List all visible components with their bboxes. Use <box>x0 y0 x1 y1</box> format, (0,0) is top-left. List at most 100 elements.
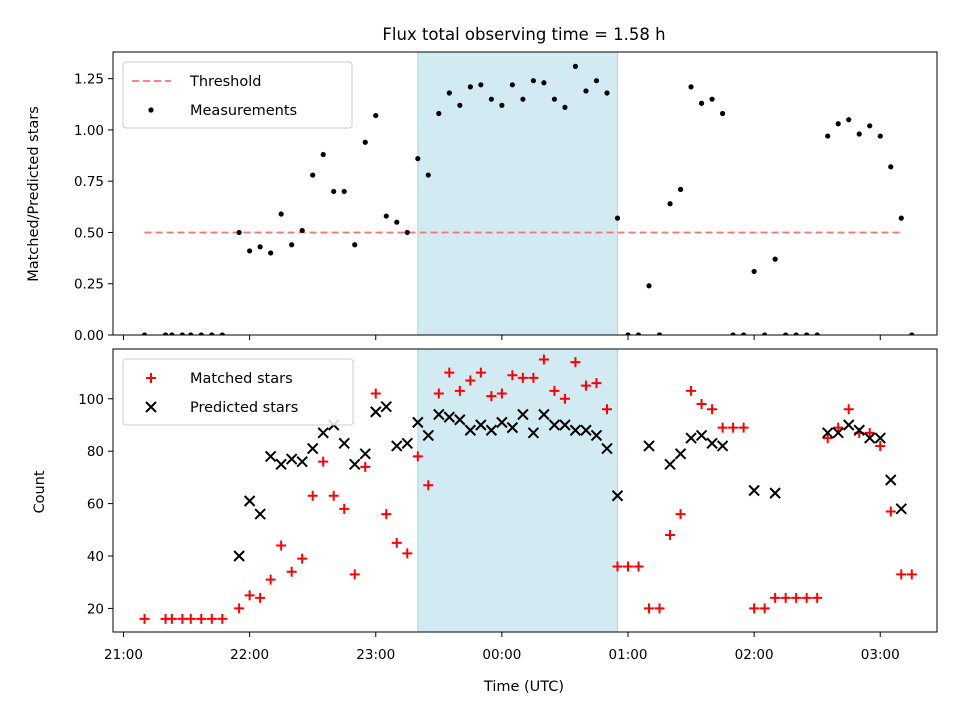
plot-frame <box>112 348 938 633</box>
measurement-point <box>825 133 831 139</box>
predicted-star-point <box>695 429 708 442</box>
predicted-star-point <box>874 432 886 444</box>
matched-star-point <box>812 592 823 603</box>
measurement-point <box>289 242 295 248</box>
predicted-star-point <box>674 448 687 460</box>
measurement-point <box>730 332 736 335</box>
measurement-point <box>362 139 368 145</box>
matched-star-point <box>286 566 297 577</box>
matched-star-point <box>843 404 854 415</box>
x-tick-label: 01:00 <box>609 647 648 663</box>
measurement-point <box>783 332 789 335</box>
matched-star-point <box>339 503 350 514</box>
observing-window-band <box>417 348 618 633</box>
legend-label: Matched stars <box>190 371 293 387</box>
measurement-point <box>646 283 652 289</box>
measurement-point <box>488 96 494 102</box>
measurement-point <box>219 332 225 335</box>
matched-star-point <box>770 592 781 603</box>
measurement-point <box>352 242 358 248</box>
matched-star-point <box>675 509 686 520</box>
matched-star-point <box>601 404 612 415</box>
matched-star-point <box>423 480 434 491</box>
measurement-point <box>593 78 600 84</box>
y-tick-label: 1.00 <box>74 123 104 139</box>
matched-star-point <box>185 613 196 624</box>
plot-frame <box>112 51 938 336</box>
matched-star-point <box>349 569 360 580</box>
predicted-star-point <box>349 458 361 471</box>
matched-star-point <box>276 540 287 551</box>
measurement-point <box>877 133 883 139</box>
measurement-point <box>478 82 484 88</box>
predicted-star-point <box>885 474 897 486</box>
y-tick-label: 20 <box>87 601 104 617</box>
matched-star-point <box>166 613 177 624</box>
y-tick-label: 0.50 <box>74 225 104 241</box>
measurement-point <box>436 110 442 117</box>
matched-star-point <box>864 427 875 438</box>
matched-star-point <box>486 391 497 402</box>
measurement-point <box>667 201 673 207</box>
measurement-point <box>446 90 452 96</box>
measurement-point <box>467 84 473 90</box>
matched-star-point <box>412 451 423 462</box>
matched-star-point <box>686 385 697 396</box>
matched-star-point <box>738 422 749 433</box>
measurement-point <box>310 172 316 178</box>
measurement-point <box>268 250 274 256</box>
matched-star-point <box>822 433 833 444</box>
matched-star-point <box>801 592 812 603</box>
matched-star-point <box>833 422 844 433</box>
measurement-point <box>373 112 379 119</box>
measurement-point <box>793 332 799 335</box>
matched-star-point <box>580 380 591 391</box>
matched-star-point <box>381 509 392 520</box>
predicted-star-point <box>243 495 256 507</box>
measurement-point <box>804 332 810 335</box>
measurement-point <box>141 332 148 335</box>
predicted-star-point <box>517 408 529 421</box>
matched-star-point <box>177 613 188 624</box>
measurement-point <box>741 332 747 335</box>
predicted-star-point <box>506 421 519 434</box>
legend-label: Threshold <box>189 74 261 90</box>
matched-star-point <box>591 378 602 389</box>
predicted-star-point <box>821 427 834 439</box>
predicted-star-point <box>569 424 582 436</box>
measurement-point <box>562 104 568 110</box>
matched-star-point <box>885 506 896 517</box>
y-tick-label: 1.25 <box>74 72 104 88</box>
matched-star-point <box>465 375 476 386</box>
measurement-point <box>162 332 169 335</box>
matched-star-point <box>370 388 381 399</box>
predicted-star-point <box>401 437 413 450</box>
measurement-point <box>751 268 757 275</box>
matched-star-point <box>791 592 802 603</box>
predicted-star-point <box>580 424 592 436</box>
predicted-star-point <box>706 437 718 450</box>
predicted-star-point <box>864 432 876 444</box>
measurement-point <box>846 117 852 123</box>
measurement-point <box>179 332 185 335</box>
legend-label: Measurements <box>190 103 297 119</box>
matched-star-point <box>217 613 228 624</box>
bottom-panel: 20 40 60 80 100 21:00 22:00 23:00 00:00 01:00 02:0… <box>78 348 938 663</box>
matched-star-point <box>318 456 329 467</box>
measurement-point <box>198 332 204 335</box>
matched-star-point <box>623 561 633 572</box>
matched-star-point <box>538 354 549 365</box>
matched-star-point <box>633 561 644 572</box>
matched-star-point <box>196 613 207 624</box>
predicted-star-point <box>338 437 350 450</box>
predicted-star-point <box>643 440 655 452</box>
matched-star-point <box>665 530 676 541</box>
measurement-point <box>656 332 663 335</box>
matched-star-point <box>206 613 217 624</box>
measurement-point <box>257 244 263 250</box>
predicted-star-point <box>843 419 855 431</box>
measurement-point <box>698 100 705 106</box>
measurement-point <box>625 332 631 335</box>
measurement-point <box>709 96 715 102</box>
matched-star-point <box>612 561 623 572</box>
